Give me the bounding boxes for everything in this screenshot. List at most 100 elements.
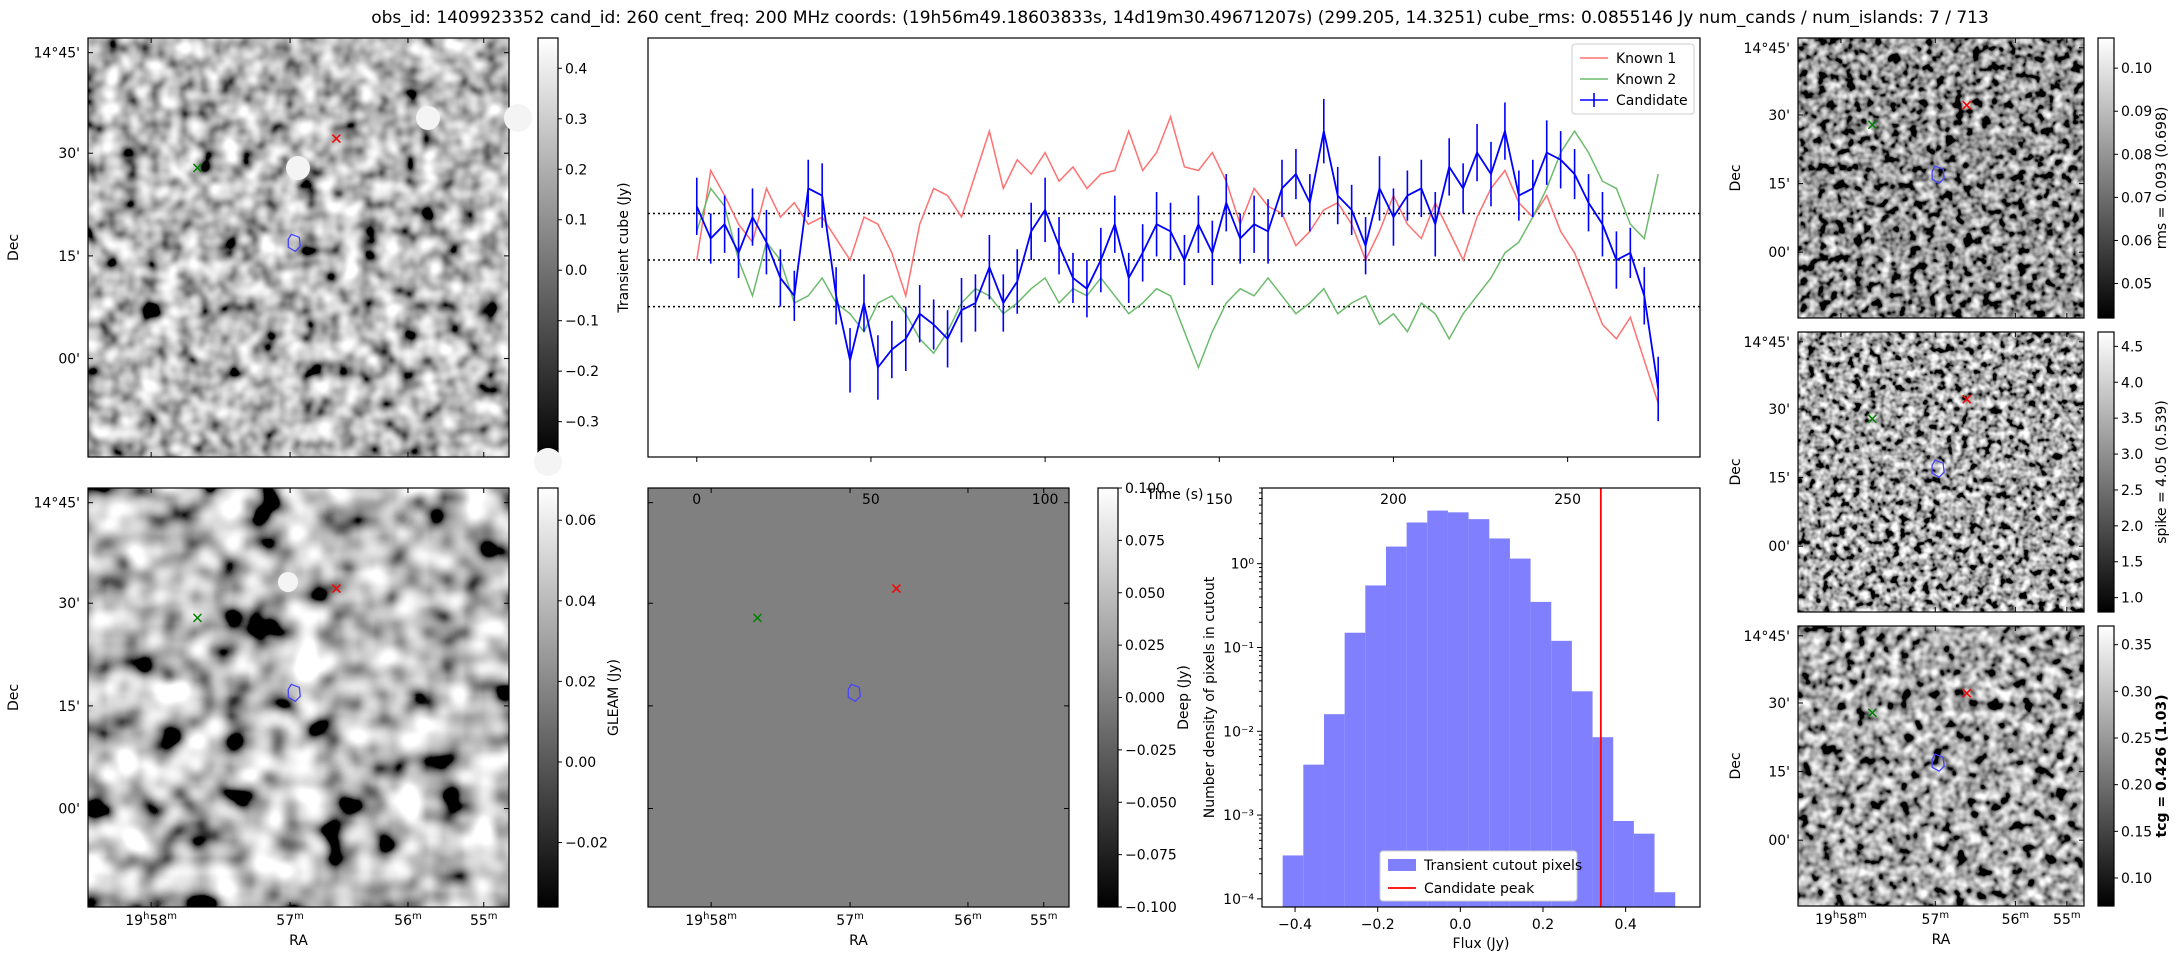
series-line-known-2 <box>696 129 1659 370</box>
dec-tick-label: 14°45' <box>1744 335 1790 351</box>
legend-label: Known 2 <box>1616 72 1676 88</box>
spike-colorbar-label: spike = 4.05 (0.539) <box>2154 400 2170 544</box>
legend-label: Candidate peak <box>1424 881 1535 897</box>
histogram-bar <box>1654 892 1676 907</box>
dec-tick-label: 14°45' <box>1744 629 1790 645</box>
ra-tick-label: 19h58m <box>1815 910 1867 928</box>
histogram-legend: Transient cutout pixels Candidate peak <box>1379 850 1582 902</box>
tcg-image <box>1798 626 2084 906</box>
colorbar-tick-label: 0.02 <box>565 674 596 690</box>
histogram-bar <box>1509 558 1531 907</box>
y-axis-label: Number density of pixels in cutout <box>1202 576 1218 818</box>
legend-label: Transient cutout pixels <box>1423 858 1582 874</box>
gleam-colorbar-label: GLEAM (Jy) <box>606 659 622 736</box>
known-1-marker <box>1962 100 1972 110</box>
ra-tick-label: 56m <box>954 911 982 929</box>
ra-axis-label: RA <box>1932 932 1951 948</box>
spike-colorbar <box>2098 332 2114 612</box>
gleam-bright-source <box>278 572 298 592</box>
colorbar-tick-label: 0.25 <box>2121 731 2152 747</box>
dec-tick-label: 14°45' <box>34 496 80 512</box>
candidate-contour <box>1931 165 1945 185</box>
known-1-marker <box>1962 394 1972 404</box>
dec-tick-label: 00' <box>58 352 80 368</box>
dec-tick-label: 14°45' <box>1744 41 1790 57</box>
histogram-bar <box>1530 601 1552 907</box>
colorbar-tick-label: 2.5 <box>2121 483 2143 499</box>
histogram-bar <box>1613 820 1634 907</box>
colorbar-tick-label: 1.5 <box>2121 555 2143 571</box>
x-tick-label: 150 <box>1206 492 1233 508</box>
x-tick-label: −0.2 <box>1361 917 1395 933</box>
colorbar-tick-label: −0.025 <box>1125 743 1177 759</box>
x-tick-label: 250 <box>1554 492 1581 508</box>
ra-axis-label: RA <box>289 933 308 949</box>
candidate-contour <box>287 233 301 253</box>
histogram-frame <box>1261 487 1701 908</box>
dec-axis-label: Dec <box>6 684 22 711</box>
x-tick-label: 0.0 <box>1449 917 1471 933</box>
y-tick-label: 10⁰ <box>1231 557 1255 573</box>
legend: Known 1 Known 2 Candidate <box>1571 43 1695 115</box>
y-tick-label: 10⁻¹ <box>1223 640 1254 656</box>
dec-tick-label: 15' <box>58 249 80 265</box>
colorbar-tick-label: 0.07 <box>2121 190 2152 206</box>
colorbar-tick-label: 4.5 <box>2121 339 2143 355</box>
colorbar-tick-label: 0.000 <box>1125 691 1165 707</box>
dec-tick-label: 00' <box>1768 539 1790 555</box>
ra-tick-label: 19h58m <box>125 911 177 929</box>
gleam-bright-source <box>504 104 532 132</box>
colorbar-tick-label: 0.08 <box>2121 147 2152 163</box>
known-1-marker <box>331 134 341 144</box>
histogram-bar <box>1592 737 1614 907</box>
known-2-marker <box>1867 120 1877 130</box>
ra-tick-label: 56m <box>2002 910 2030 928</box>
spike-image <box>1798 332 2084 612</box>
histogram-bar <box>1489 538 1510 907</box>
dec-tick-label: 00' <box>1768 245 1790 261</box>
colorbar-tick-label: 0.06 <box>2121 233 2152 249</box>
gleam-colorbar-frame <box>537 487 559 908</box>
series-line-known-1 <box>696 114 1659 404</box>
x-tick-label: 0 <box>692 492 701 508</box>
known-1-marker <box>1962 688 1972 698</box>
dec-axis-label: Dec <box>6 234 22 261</box>
ra-tick-label: 56m <box>394 911 422 929</box>
colorbar-tick-label: −0.050 <box>1125 795 1177 811</box>
dec-tick-label: 15' <box>58 699 80 715</box>
known-2-marker <box>192 163 202 173</box>
histogram-bar <box>1385 546 1407 907</box>
candidate-contour <box>847 683 861 703</box>
tcg-frame <box>1797 625 2085 907</box>
colorbar-tick-label: −0.2 <box>565 364 599 380</box>
x-tick-label: 100 <box>1032 492 1059 508</box>
colorbar-tick-label: −0.075 <box>1125 848 1177 864</box>
known-2-marker <box>192 613 202 623</box>
x-tick-label: 0.4 <box>1614 917 1636 933</box>
colorbar-tick-label: 0.15 <box>2121 824 2152 840</box>
dec-axis-label: Dec <box>1728 752 1744 779</box>
colorbar-tick-label: 0.100 <box>1125 481 1165 497</box>
tcg-colorbar <box>2098 626 2114 906</box>
legend-box <box>1379 850 1578 902</box>
colorbar-tick-label: 2.0 <box>2121 519 2143 535</box>
legend-swatch-fill <box>1388 859 1416 871</box>
colorbar-tick-label: 0.1 <box>565 213 587 229</box>
histogram-chart: −0.4 −0.2 0.0 0.2 0.4 Flux (Jy) 10⁰ 10⁻¹ 10⁻² 10⁻… <box>1202 487 1701 952</box>
colorbar-tick-label: −0.1 <box>565 314 599 330</box>
colorbar-tick-label: 1.0 <box>2121 591 2143 607</box>
ra-tick-label: 55m <box>1030 911 1058 929</box>
colorbar-tick-label: 3.0 <box>2121 447 2143 463</box>
colorbar-tick-label: 3.5 <box>2121 411 2143 427</box>
lightcurve-background <box>648 38 1700 457</box>
x-tick-label: 50 <box>862 492 880 508</box>
colorbar-tick-label: 0.09 <box>2121 104 2152 120</box>
ra-tick-label: 19h58m <box>685 911 737 929</box>
transient_cube-colorbar <box>538 38 558 457</box>
dec-axis-label: Dec <box>1728 458 1744 485</box>
gleam-bright-source <box>534 448 562 476</box>
ra-axis-label: RA <box>849 933 868 949</box>
rms-colorbar <box>2098 38 2114 318</box>
dec-tick-label: 15' <box>1768 471 1790 487</box>
